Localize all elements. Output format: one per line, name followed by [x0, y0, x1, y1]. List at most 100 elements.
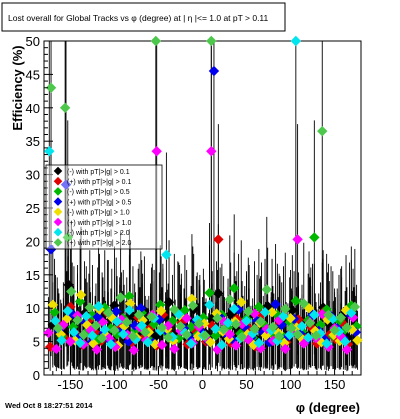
legend-label: (-) with pT|>|g| > 0.1	[67, 169, 130, 176]
data-point	[249, 323, 260, 335]
data-point	[199, 330, 211, 341]
data-point	[121, 317, 132, 328]
legend: (-) with pT|>|g| > 0.1 (+) with pT|>|g| >…	[45, 164, 163, 250]
legend-label: (+) with pT|>|g| > 2.0	[67, 240, 132, 247]
legend-marker	[53, 166, 63, 176]
data-point	[45, 244, 57, 255]
legend-label: (-) with pT|>|g| > 1.0	[67, 210, 130, 217]
data-point	[317, 309, 328, 320]
data-point	[278, 311, 289, 322]
axis-tick-labels: -150 -100 -50 0 50 100 150 0 5 10 15 20 25 30 35 40 45 50	[26, 34, 346, 392]
data-point	[341, 322, 353, 333]
data-point	[124, 290, 135, 302]
data-point	[253, 337, 265, 349]
data-point	[81, 311, 92, 322]
legend-label: (+) with pT|>|g| > 0.1	[67, 179, 132, 186]
data-point	[75, 289, 87, 301]
y-tick-label: 30	[26, 168, 40, 183]
data-point	[213, 234, 224, 245]
data-point	[309, 232, 320, 243]
data-point	[352, 335, 363, 346]
data-point	[230, 340, 242, 351]
legend-marker	[53, 238, 63, 247]
data-point	[78, 329, 89, 341]
data-point	[185, 321, 197, 333]
data-point	[103, 307, 114, 319]
data-point	[111, 306, 122, 317]
data-point	[43, 327, 54, 339]
legend-marker	[53, 217, 63, 227]
data-point	[341, 344, 353, 355]
y-tick-label: 35	[26, 134, 40, 149]
legend-marker	[53, 176, 63, 186]
data-point	[199, 318, 210, 329]
data-point	[127, 331, 139, 342]
data-point	[280, 343, 291, 355]
data-point	[298, 298, 309, 309]
data-point	[185, 338, 197, 349]
data-point	[310, 330, 322, 341]
footer-timestamp: Wed Oct 8 18:27:51 2014	[5, 401, 93, 410]
data-point	[124, 305, 135, 316]
x-tick-label: 150	[324, 377, 346, 392]
data-point	[230, 319, 242, 330]
y-tick-label: 5	[33, 335, 40, 350]
data-point	[96, 333, 108, 344]
x-tick-label: -150	[57, 377, 83, 392]
data-point	[87, 330, 98, 341]
data-point	[156, 339, 168, 351]
legend-marker	[53, 197, 63, 206]
legend-marker	[53, 187, 63, 196]
data-point	[267, 321, 279, 333]
legend-label: (-) with pT|>|g| > 2.0	[67, 230, 130, 237]
data-point	[290, 35, 302, 47]
data-point	[151, 146, 162, 157]
y-tick-label: 0	[33, 368, 40, 383]
data-point	[198, 312, 209, 323]
data-point	[321, 338, 332, 349]
data-point	[140, 327, 151, 338]
data-point	[62, 305, 73, 317]
data-point	[105, 339, 117, 350]
y-tick-label: 50	[26, 34, 40, 49]
legend-label: (+) with pT|>|g| > 0.5	[67, 199, 132, 206]
data-point	[339, 336, 351, 347]
data-point	[44, 341, 56, 353]
y-tick-label: 45	[26, 67, 40, 82]
data-point	[286, 323, 297, 334]
data-point	[213, 288, 224, 299]
data-point	[155, 299, 166, 311]
data-point	[218, 324, 229, 335]
data-point	[292, 234, 303, 245]
title-box: Lost overall for Global Tracks vs φ (deg…	[1, 2, 286, 32]
data-point	[224, 294, 235, 305]
legend-items: (-) with pT|>|g| > 0.1 (+) with pT|>|g| >…	[53, 166, 132, 247]
data-point	[133, 309, 145, 321]
legend-label: (+) with pT|>|g| > 1.0	[67, 220, 132, 227]
data-point	[292, 329, 303, 340]
data-point	[163, 296, 175, 308]
data-point	[91, 344, 103, 355]
legend-marker	[53, 227, 63, 237]
data-point	[99, 324, 110, 335]
y-tick-label: 10	[26, 301, 40, 316]
data-point	[259, 307, 271, 318]
data-point	[169, 304, 180, 315]
data-point	[187, 300, 199, 311]
y-tick-label: 25	[26, 201, 40, 216]
data-point	[335, 312, 346, 323]
data-point	[204, 299, 215, 311]
data-point	[61, 313, 73, 325]
data-point	[60, 179, 72, 190]
data-point	[125, 298, 136, 309]
data-point	[193, 318, 205, 329]
data-point	[210, 330, 221, 341]
data-point	[222, 317, 234, 329]
data-point	[181, 313, 192, 324]
data-point	[296, 321, 308, 332]
data-point	[51, 343, 62, 355]
data-point	[270, 298, 281, 310]
data-point	[90, 320, 102, 331]
data-point	[304, 317, 316, 329]
